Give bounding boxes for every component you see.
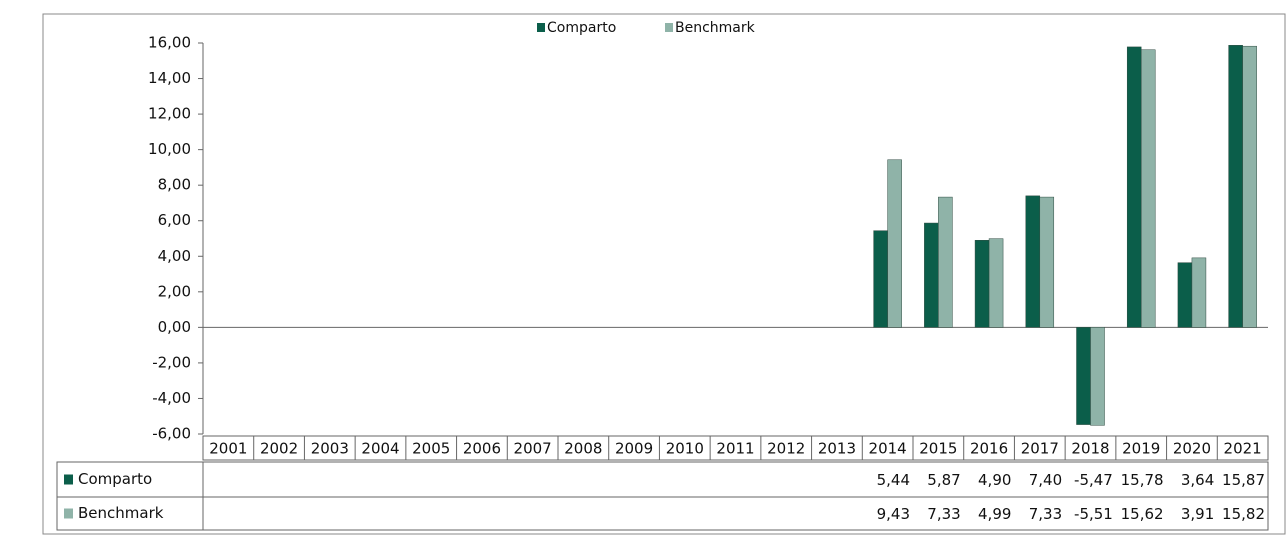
bar (924, 222, 939, 328)
legend-label: Comparto (547, 20, 616, 36)
bar (873, 230, 888, 328)
bar (938, 196, 953, 328)
y-tick-label: 14,00 (148, 69, 191, 87)
x-tick-label: 2005 (412, 440, 450, 458)
table-value: 7,40 (1029, 471, 1062, 489)
table-value: 3,64 (1181, 471, 1214, 489)
bar (1126, 46, 1142, 328)
x-tick-label: 2011 (716, 440, 754, 458)
y-tick-label: 12,00 (148, 105, 191, 123)
bar (887, 159, 902, 328)
x-tick-label: 2016 (970, 440, 1008, 458)
legend: Comparto Benchmark (537, 20, 756, 36)
bar (1076, 327, 1091, 425)
x-tick-label: 2008 (564, 440, 602, 458)
x-tick-label: 2001 (209, 440, 247, 458)
table-value: 15,82 (1222, 505, 1265, 523)
legend-swatch (537, 23, 545, 32)
bar (1242, 45, 1257, 328)
x-tick-label: 2003 (311, 440, 349, 458)
category-row (202, 435, 1269, 461)
bar (1025, 195, 1041, 328)
table-value: 7,33 (1029, 505, 1062, 523)
table-value: 5,87 (927, 471, 960, 489)
table-value: 7,33 (927, 505, 960, 523)
y-tick-label: 0,00 (158, 318, 191, 336)
y-tick-label: -4,00 (152, 389, 191, 407)
x-tick-label: 2007 (514, 440, 552, 458)
bar (1039, 196, 1055, 328)
table-series-label: Benchmark (78, 504, 164, 522)
x-tick-label: 2015 (919, 440, 957, 458)
x-tick-label: 2004 (361, 440, 399, 458)
table-series-label: Comparto (78, 470, 152, 488)
table-value: 4,99 (978, 505, 1011, 523)
x-tick-label: 2006 (463, 440, 501, 458)
table-value: 15,78 (1121, 471, 1164, 489)
legend-swatch (665, 23, 673, 32)
legend-label: Benchmark (675, 20, 756, 36)
y-tick-label: 10,00 (148, 140, 191, 158)
table-value: -5,51 (1074, 505, 1113, 523)
x-tick-label: 2019 (1122, 440, 1160, 458)
x-tick-label: 2009 (615, 440, 653, 458)
y-tick-label: 4,00 (158, 247, 191, 265)
y-tick-label: -6,00 (152, 425, 191, 443)
x-tick-label: 2020 (1173, 440, 1211, 458)
x-tick-label: 2013 (818, 440, 856, 458)
y-tick-label: 2,00 (158, 282, 191, 300)
x-tick-label: 2012 (767, 440, 805, 458)
y-tick-label: 8,00 (158, 176, 191, 194)
x-tick-label: 2017 (1021, 440, 1059, 458)
table-value: -5,47 (1074, 471, 1113, 489)
bar (1177, 262, 1193, 328)
table-value: 3,91 (1181, 505, 1214, 523)
table-value: 4,90 (978, 471, 1011, 489)
y-tick-label: 6,00 (158, 211, 191, 229)
bar (1228, 45, 1243, 328)
y-tick-label: -2,00 (152, 353, 191, 371)
x-tick-label: 2018 (1071, 440, 1109, 458)
table-legend-swatch (64, 508, 73, 519)
y-tick-label: 16,00 (148, 34, 191, 52)
bar (1140, 49, 1156, 328)
bar (974, 240, 990, 328)
table-value: 15,62 (1121, 505, 1164, 523)
table-legend-swatch (64, 474, 73, 485)
table (56, 461, 1269, 531)
x-tick-label: 2010 (666, 440, 704, 458)
table-value: 5,44 (877, 471, 910, 489)
table-value: 15,87 (1222, 471, 1265, 489)
x-tick-label: 2021 (1224, 440, 1262, 458)
chart-frame (42, 13, 1286, 535)
table-value: 9,43 (877, 505, 910, 523)
x-tick-label: 2002 (260, 440, 298, 458)
x-tick-label: 2014 (869, 440, 907, 458)
bar (1191, 257, 1207, 328)
bar (988, 238, 1004, 328)
bar (1090, 327, 1105, 426)
